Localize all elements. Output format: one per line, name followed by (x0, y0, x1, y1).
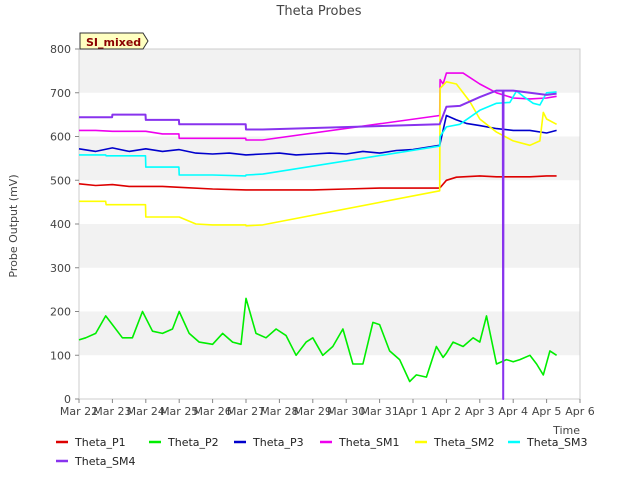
legend-item-theta-p2: Theta_P2 (149, 436, 219, 449)
y-tick-label: 700 (50, 87, 71, 100)
y-axis-title: Probe Output (mV) (7, 174, 20, 277)
x-tick-label: Mar 27 (227, 405, 265, 418)
y-tick-label: 800 (50, 43, 71, 56)
x-tick-label: Apr 1 (398, 405, 428, 418)
legend-label: Theta_SM2 (433, 436, 494, 449)
x-tick-label: Apr 3 (465, 405, 495, 418)
x-tick-label: Mar 24 (127, 405, 165, 418)
x-tick-label: Apr 5 (532, 405, 562, 418)
legend-item-theta-p3: Theta_P3 (234, 436, 304, 449)
series-line-theta-sm2 (79, 81, 557, 227)
series-line-theta-p2 (78, 297, 558, 383)
series-lines (78, 72, 558, 400)
grid-band (79, 49, 580, 93)
legend-label: Theta_SM4 (74, 455, 135, 468)
legend-label: Theta_SM3 (526, 436, 587, 449)
legend: Theta_P1 Theta_P2 Theta_P3 Theta_SM1 Theta_S… (56, 436, 587, 468)
y-tick-label: 100 (50, 349, 71, 362)
x-tick-label: Mar 23 (93, 405, 131, 418)
x-axis-title: Time (552, 424, 580, 437)
x-tick-label: Mar 25 (160, 405, 198, 418)
series-line-theta-sm3 (79, 90, 557, 177)
legend-item-theta-sm1: Theta_SM1 (320, 436, 399, 449)
legend-label: Theta_P2 (167, 436, 219, 449)
series-line-theta-sm4 (79, 89, 557, 400)
x-tick-label: Mar 26 (193, 405, 231, 418)
y-axis-ticks: 0 100 200 300 400 500 600 700 800 (50, 43, 79, 406)
y-tick-label: 500 (50, 174, 71, 187)
grid-bands (79, 49, 580, 356)
x-tick-label: Mar 28 (260, 405, 298, 418)
x-tick-label: Apr 6 (565, 405, 595, 418)
x-tick-label: Mar 31 (360, 405, 398, 418)
legend-item-theta-sm2: Theta_SM2 (415, 436, 494, 449)
legend-item-theta-sm3: Theta_SM3 (508, 436, 587, 449)
legend-label: Theta_SM1 (338, 436, 399, 449)
annotation-badge-text: SI_mixed (86, 36, 141, 49)
grid-band (79, 136, 580, 181)
legend-label: Theta_P3 (252, 436, 304, 449)
grid-band (79, 224, 580, 268)
y-tick-label: 300 (50, 262, 71, 275)
x-tick-label: Mar 22 (60, 405, 98, 418)
annotation-badge-shape (79, 32, 149, 50)
y-tick-label: 200 (50, 306, 71, 319)
x-tick-label: Mar 29 (294, 405, 332, 418)
legend-label: Theta_P1 (74, 436, 126, 449)
y-tick-label: 600 (50, 131, 71, 144)
legend-item-theta-sm4: Theta_SM4 (56, 455, 135, 468)
x-tick-label: Apr 2 (432, 405, 462, 418)
x-tick-label: Mar 30 (327, 405, 365, 418)
y-tick-label: 0 (64, 393, 71, 406)
series-line-theta-p3 (78, 114, 557, 156)
legend-item-theta-p1: Theta_P1 (56, 436, 126, 449)
y-tick-label: 400 (50, 218, 71, 231)
x-tick-label: Apr 4 (498, 405, 528, 418)
chart-title: Theta Probes (275, 4, 361, 19)
annotation-badge: SI_mixed (79, 32, 149, 50)
